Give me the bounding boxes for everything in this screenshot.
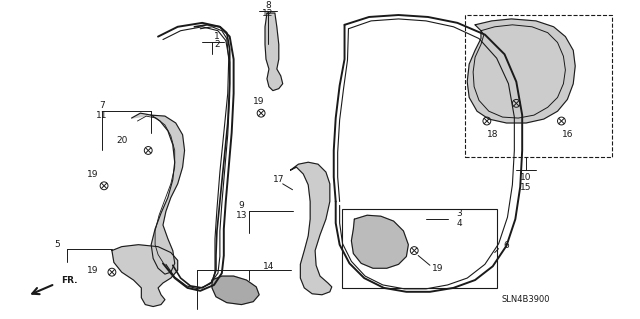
Polygon shape [112, 245, 178, 307]
Text: 15: 15 [520, 183, 532, 192]
Text: 18: 18 [487, 130, 499, 139]
Bar [465, 15, 612, 157]
Text: 11: 11 [97, 111, 108, 120]
Text: 6: 6 [504, 241, 509, 250]
Text: 9: 9 [239, 201, 244, 210]
Polygon shape [265, 13, 283, 91]
Text: 19: 19 [253, 97, 265, 106]
Polygon shape [351, 215, 408, 268]
Text: SLN4B3900: SLN4B3900 [502, 295, 550, 304]
Text: 3: 3 [456, 209, 462, 218]
Text: 19: 19 [86, 266, 98, 275]
Text: 7: 7 [99, 101, 105, 110]
Bar [342, 209, 497, 288]
Text: 13: 13 [236, 211, 247, 220]
Text: 19: 19 [432, 264, 444, 273]
Text: 17: 17 [273, 175, 285, 184]
Text: 20: 20 [116, 136, 127, 145]
Text: 12: 12 [262, 9, 274, 18]
Text: 16: 16 [561, 130, 573, 139]
Text: 14: 14 [263, 262, 275, 271]
Text: 4: 4 [456, 219, 462, 227]
Polygon shape [467, 19, 575, 123]
Polygon shape [212, 276, 259, 305]
Text: FR.: FR. [61, 276, 77, 285]
Text: 1: 1 [214, 32, 220, 41]
Polygon shape [291, 162, 332, 295]
Text: 5: 5 [54, 240, 60, 249]
Text: 19: 19 [86, 169, 98, 179]
Text: 10: 10 [520, 174, 532, 182]
Text: 2: 2 [214, 40, 220, 49]
Polygon shape [132, 113, 184, 274]
Text: 8: 8 [265, 1, 271, 10]
